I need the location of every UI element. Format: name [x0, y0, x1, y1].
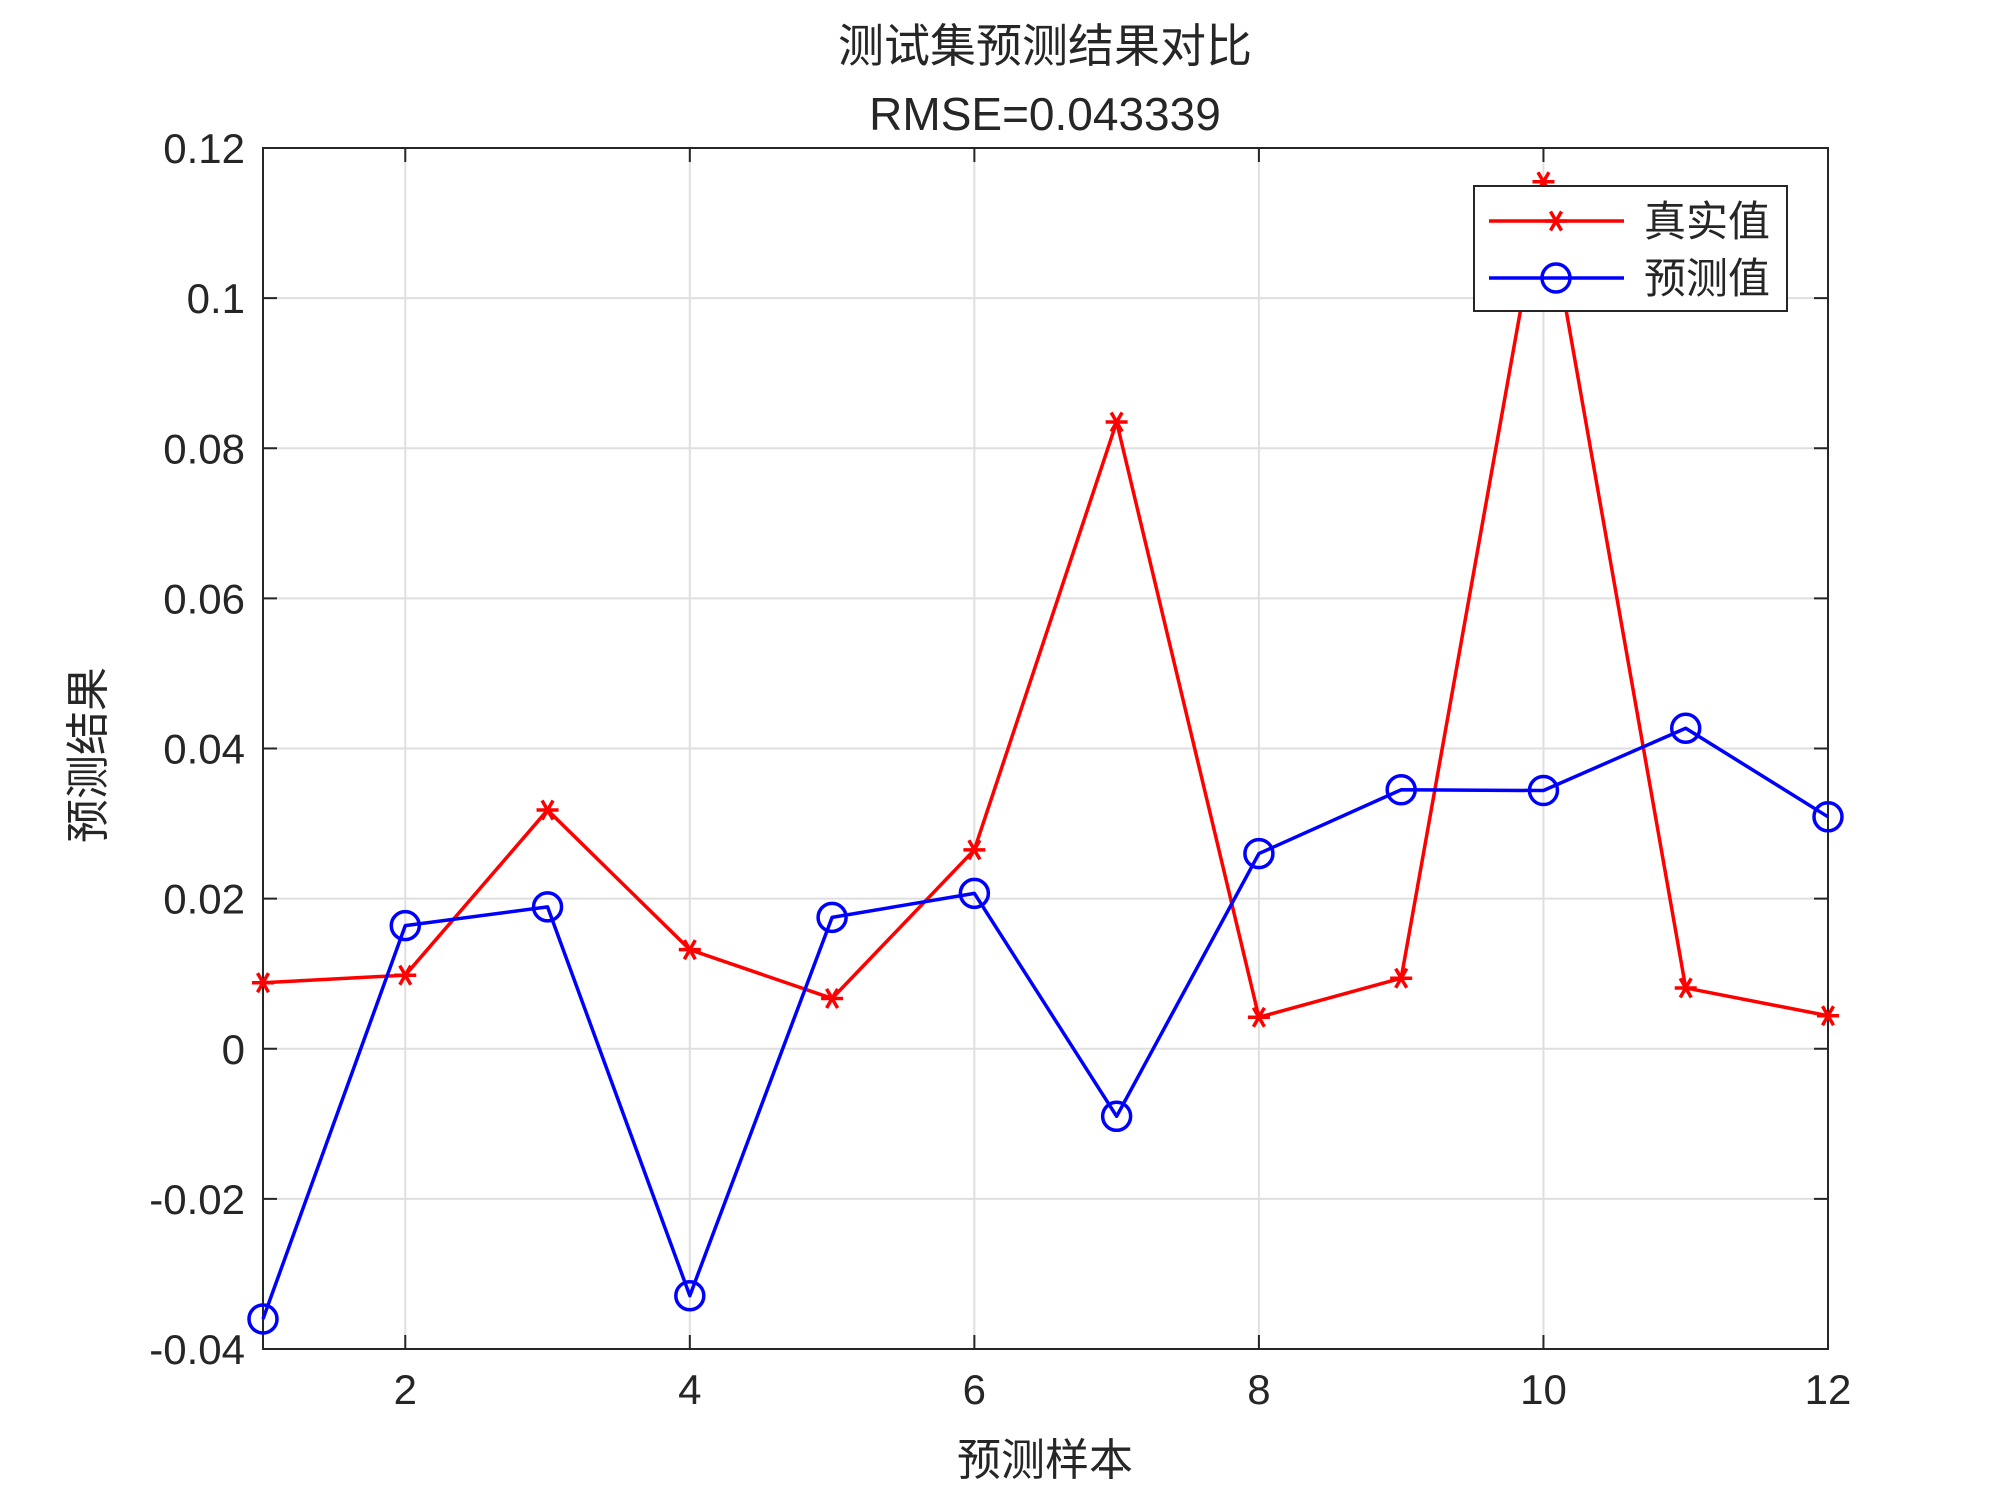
asterisk-stroke — [255, 972, 271, 994]
x-tick-label: 4 — [678, 1366, 701, 1413]
y-tick-label: 0.08 — [163, 425, 245, 472]
chart-subtitle: RMSE=0.043339 — [869, 88, 1221, 140]
y-tick-label: 0.06 — [163, 575, 245, 622]
asterisk-stroke — [682, 939, 697, 961]
circle-marker — [1385, 774, 1417, 806]
circle-marker — [1812, 801, 1844, 833]
asterisk-marker — [821, 988, 844, 1009]
circle-marker — [816, 901, 848, 934]
circle-marker — [1540, 262, 1572, 294]
series-line — [262, 180, 1829, 1019]
circle-marker — [1243, 837, 1275, 870]
y-tick-label: 0.12 — [163, 125, 245, 172]
y-tick-label: 0.04 — [163, 726, 245, 773]
asterisk-marker — [1390, 967, 1413, 989]
legend-label: 预测值 — [1644, 254, 1770, 303]
x-tick-label: 8 — [1247, 1366, 1270, 1413]
asterisk-marker — [394, 964, 417, 986]
x-axis-label: 预测样本 — [957, 1435, 1133, 1486]
asterisk-marker — [1674, 977, 1697, 999]
circle-marker — [958, 877, 991, 910]
asterisk-stroke — [540, 799, 555, 821]
asterisk-marker — [1545, 210, 1567, 232]
y-tick-label: 0.1 — [187, 275, 245, 322]
x-tick-label: 12 — [1805, 1366, 1852, 1413]
circle-marker — [1527, 774, 1560, 807]
circle-marker — [674, 1279, 706, 1312]
circle-marker — [389, 909, 422, 942]
y-tick-label: -0.04 — [149, 1326, 245, 1373]
asterisk-marker — [678, 939, 701, 961]
asterisk-stroke — [1678, 977, 1693, 999]
asterisk-marker — [536, 799, 559, 821]
axis-ticks: 2 4 6 8 10 12 -0.04 -0.02 0 0.02 0.04 0.06 0.08 0.1 0.… — [149, 125, 1851, 1413]
x-tick-label: 10 — [1520, 1366, 1567, 1413]
asterisk-stroke — [1394, 967, 1409, 989]
asterisk-stroke — [1251, 1006, 1266, 1028]
circle-marker — [1669, 712, 1702, 744]
asterisk-marker — [1817, 1005, 1839, 1027]
asterisk-stroke — [1109, 411, 1124, 433]
asterisk-marker — [252, 972, 274, 994]
legend-item: 预测值 — [1489, 254, 1770, 303]
y-tick-label: 0 — [222, 1026, 245, 1073]
asterisk-marker — [1247, 1006, 1270, 1028]
x-tick-label: 6 — [963, 1366, 986, 1413]
legend-item: 真实值 — [1489, 197, 1770, 246]
circle-marker — [1100, 1100, 1133, 1133]
series-layer — [247, 171, 1844, 1335]
asterisk-marker — [963, 839, 986, 861]
series-2 — [247, 712, 1844, 1335]
asterisk-stroke — [1820, 1005, 1836, 1027]
asterisk-stroke — [398, 964, 413, 986]
circle-marker — [531, 891, 564, 923]
asterisk-stroke — [825, 988, 840, 1009]
circle-marker — [247, 1303, 279, 1335]
series-1 — [252, 171, 1839, 1028]
x-tick-label: 2 — [394, 1366, 417, 1413]
legend-label: 真实值 — [1644, 197, 1770, 246]
series-line — [261, 726, 1829, 1320]
y-tick-label: 0.02 — [163, 876, 245, 923]
asterisk-marker — [1105, 411, 1128, 433]
legend-box — [1473, 185, 1788, 312]
y-tick-label: -0.02 — [149, 1176, 245, 1223]
asterisk-stroke — [1548, 210, 1564, 232]
asterisk-stroke — [967, 839, 982, 861]
y-axis-label: 预测结果 — [63, 667, 114, 843]
chart-title: 测试集预测结果对比 — [838, 19, 1252, 73]
